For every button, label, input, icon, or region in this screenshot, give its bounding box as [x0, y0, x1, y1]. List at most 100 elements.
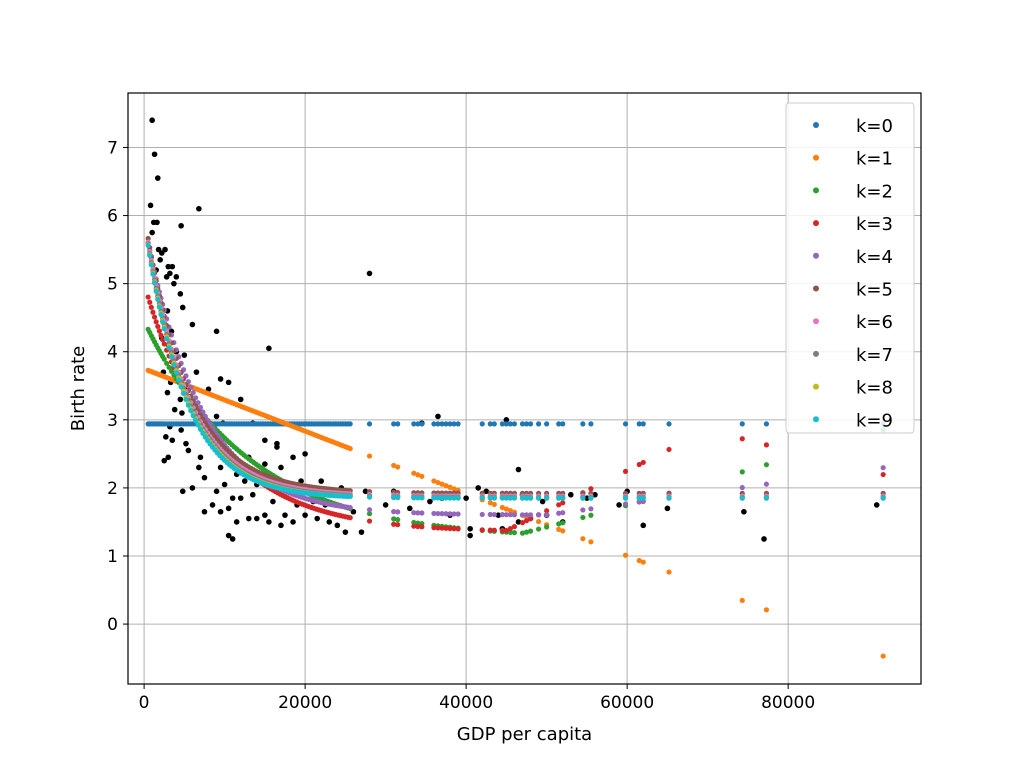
observed-point	[178, 222, 184, 229]
fitted-point	[580, 536, 586, 542]
fitted-point	[419, 524, 425, 530]
fitted-point	[160, 337, 166, 343]
fitted-point	[173, 370, 179, 376]
fitted-point	[544, 421, 550, 427]
legend-marker	[813, 285, 819, 292]
fitted-point	[366, 511, 373, 517]
fitted-point	[443, 525, 449, 531]
observed-point	[245, 515, 252, 522]
fitted-point	[499, 527, 505, 533]
fitted-point	[347, 515, 353, 521]
fitted-point	[366, 421, 373, 427]
legend-marker	[813, 154, 819, 161]
fitted-point	[511, 512, 518, 518]
fitted-point	[544, 524, 550, 530]
fitted-point	[164, 360, 170, 366]
fitted-point	[395, 509, 401, 515]
observed-point	[196, 205, 202, 212]
fitted-point	[527, 495, 534, 501]
fitted-point	[431, 478, 437, 484]
fitted-point	[451, 486, 457, 492]
fitted-point	[588, 506, 594, 512]
fitted-point	[739, 436, 745, 442]
observed-point	[427, 498, 433, 505]
fitted-point	[519, 512, 526, 518]
fitted-point	[395, 495, 401, 501]
fitted-point	[145, 235, 151, 242]
observed-point	[179, 410, 185, 416]
observed-point	[217, 464, 224, 471]
legend-label: k=3	[856, 214, 893, 235]
fitted-point	[491, 511, 497, 518]
observed-point	[302, 512, 308, 518]
fitted-point	[168, 368, 175, 374]
fitted-point	[150, 271, 156, 277]
fitted-point	[507, 529, 514, 535]
fitted-point	[415, 472, 421, 478]
legend-label: k=7	[856, 345, 893, 366]
fitted-point	[507, 508, 514, 514]
fitted-point	[739, 469, 745, 475]
fitted-point	[158, 312, 164, 318]
fitted-point	[491, 421, 497, 427]
fitted-point	[190, 413, 196, 419]
fitted-point	[188, 408, 194, 414]
fitted-point	[560, 520, 566, 526]
observed-point	[149, 229, 155, 236]
fitted-series	[145, 235, 886, 659]
fitted-point	[560, 495, 566, 501]
observed-point	[169, 263, 176, 270]
fitted-point	[197, 426, 204, 432]
fitted-point	[739, 597, 745, 604]
fitted-point	[511, 421, 518, 427]
observed-point	[463, 495, 469, 501]
fitted-point	[200, 430, 206, 436]
fitted-point	[195, 422, 201, 428]
fitted-point	[503, 495, 509, 501]
fitted-point	[147, 299, 153, 305]
fitted-point	[148, 304, 154, 310]
fitted-point	[366, 518, 373, 524]
series-k=2	[145, 326, 886, 536]
observed-point	[229, 536, 236, 542]
fitted-point	[556, 526, 562, 532]
fitted-point	[503, 421, 509, 427]
fitted-point	[636, 557, 642, 564]
fitted-point	[411, 510, 417, 516]
fitted-point	[164, 336, 170, 342]
observed-point	[189, 321, 196, 328]
fitted-point	[395, 464, 401, 470]
fitted-point	[391, 509, 397, 515]
fitted-point	[739, 495, 745, 501]
fitted-point	[763, 462, 770, 468]
fitted-point	[622, 552, 629, 558]
observed-point	[567, 491, 574, 498]
fitted-point	[435, 510, 441, 517]
fitted-point	[435, 421, 441, 427]
fitted-point	[411, 519, 417, 526]
y-tick-label: 5	[107, 275, 118, 295]
fitted-point	[523, 518, 530, 524]
fitted-point	[366, 494, 373, 500]
observed-point	[266, 519, 272, 525]
fitted-point	[419, 473, 425, 479]
fitted-point	[145, 242, 151, 249]
fitted-point	[155, 296, 161, 303]
observed-point	[282, 512, 288, 518]
fitted-point	[580, 421, 586, 427]
observed-point	[157, 257, 164, 263]
observed-point	[503, 417, 510, 423]
legend-marker	[813, 318, 819, 325]
legend: k=0 k=1 k=2 k=3 k=4 k=5 k=6 k=7 k=8 k=9	[785, 102, 915, 434]
observed-point	[185, 447, 192, 454]
observed-point	[164, 389, 171, 396]
observed-point	[515, 466, 522, 473]
fitted-point	[523, 512, 530, 518]
observed-point	[217, 508, 224, 515]
fitted-point	[507, 512, 514, 518]
fitted-point	[622, 495, 629, 501]
fitted-point	[168, 354, 175, 360]
observed-point	[169, 437, 176, 444]
fitted-point	[666, 495, 672, 501]
x-tick-label: 20000	[278, 693, 332, 713]
